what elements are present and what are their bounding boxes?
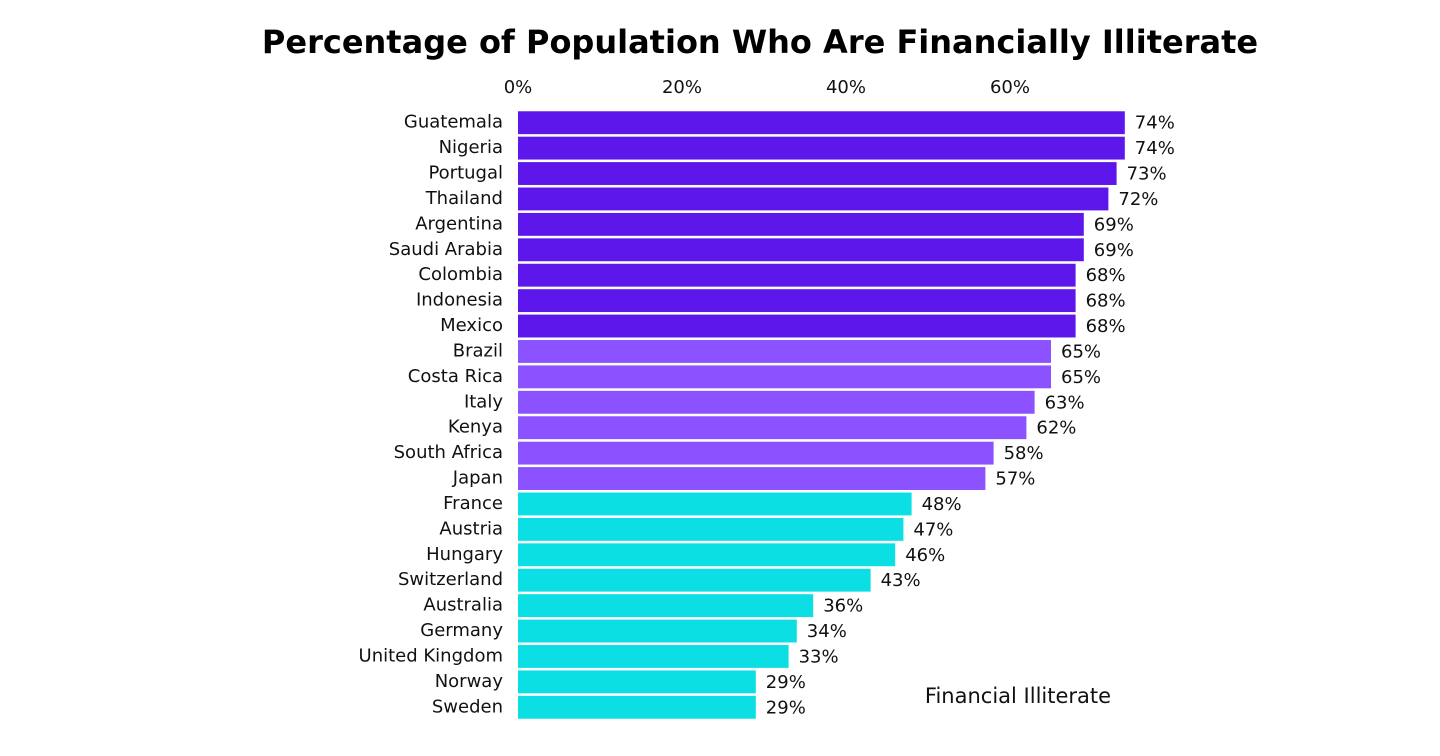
bar — [518, 568, 871, 592]
y-tick-label: Guatemala — [404, 112, 503, 133]
value-label: 74% — [1135, 138, 1175, 159]
bar — [518, 517, 904, 541]
value-label: 72% — [1118, 189, 1158, 210]
value-label: 43% — [881, 570, 921, 591]
bar — [518, 645, 789, 668]
value-label: 74% — [1135, 113, 1175, 134]
value-label: 68% — [1086, 316, 1126, 337]
bar — [518, 289, 1076, 313]
value-label: 47% — [913, 519, 953, 540]
bar — [518, 136, 1125, 160]
value-label: 33% — [799, 646, 839, 667]
chart-title: Percentage of Population Who Are Financi… — [262, 23, 1258, 61]
value-label: 58% — [1004, 443, 1044, 464]
y-tick-label: France — [443, 493, 503, 514]
bar — [518, 619, 797, 643]
bar — [518, 263, 1076, 287]
y-tick-label: Kenya — [448, 417, 503, 438]
value-label: 69% — [1094, 214, 1134, 235]
bar — [518, 441, 994, 465]
legend-entry: Financial Illiterate — [925, 684, 1111, 708]
y-tick-label: Germany — [420, 620, 503, 641]
value-label: 34% — [807, 621, 847, 642]
x-tick-label: 60% — [990, 77, 1030, 98]
y-tick-label: Austria — [439, 518, 503, 539]
bar — [518, 695, 756, 719]
y-tick-label: Hungary — [426, 544, 503, 565]
bar — [518, 238, 1084, 262]
y-tick-label: Australia — [423, 595, 503, 616]
bar — [518, 594, 814, 618]
bar — [518, 492, 912, 516]
y-tick-label: Brazil — [453, 340, 503, 361]
y-tick-label: Norway — [435, 671, 504, 692]
value-label: 73% — [1127, 164, 1167, 185]
y-tick-label: Argentina — [415, 213, 503, 234]
x-tick-label: 0% — [504, 77, 533, 98]
x-tick-label: 40% — [826, 77, 866, 98]
y-tick-label: South Africa — [394, 442, 503, 463]
value-label: 68% — [1086, 291, 1126, 312]
bar — [518, 416, 1027, 440]
bar — [518, 467, 986, 490]
value-label: 69% — [1094, 240, 1134, 261]
bar — [518, 162, 1117, 185]
y-tick-label: Thailand — [425, 188, 503, 209]
y-tick-label: Colombia — [418, 264, 503, 285]
value-label: 46% — [905, 545, 945, 566]
bar — [518, 212, 1084, 236]
y-tick-label: Japan — [452, 468, 503, 489]
value-label: 29% — [766, 672, 806, 693]
value-label: 63% — [1045, 392, 1085, 413]
value-label: 65% — [1061, 367, 1101, 388]
bar — [518, 390, 1035, 414]
value-label: 57% — [995, 469, 1035, 490]
value-label: 62% — [1036, 418, 1076, 439]
value-label: 48% — [922, 494, 962, 515]
y-tick-label: Switzerland — [398, 569, 503, 590]
value-label: 68% — [1086, 265, 1126, 286]
value-label: 36% — [823, 596, 863, 617]
bar — [518, 670, 756, 694]
y-tick-label: Mexico — [440, 315, 503, 336]
y-tick-label: Nigeria — [439, 137, 503, 158]
bar — [518, 111, 1125, 135]
bar — [518, 314, 1076, 338]
value-label: 29% — [766, 697, 806, 718]
bar — [518, 340, 1051, 363]
y-tick-label: Portugal — [428, 163, 503, 184]
y-tick-label: Sweden — [432, 696, 503, 717]
bar — [518, 187, 1109, 211]
y-tick-label: Italy — [464, 391, 503, 412]
y-tick-label: Saudi Arabia — [389, 239, 503, 260]
y-tick-label: United Kingdom — [359, 645, 503, 666]
x-tick-label: 20% — [662, 77, 702, 98]
bar — [518, 365, 1051, 389]
y-tick-label: Indonesia — [416, 290, 503, 311]
y-tick-label: Costa Rica — [408, 366, 503, 387]
bar — [518, 543, 896, 567]
value-label: 65% — [1061, 341, 1101, 362]
